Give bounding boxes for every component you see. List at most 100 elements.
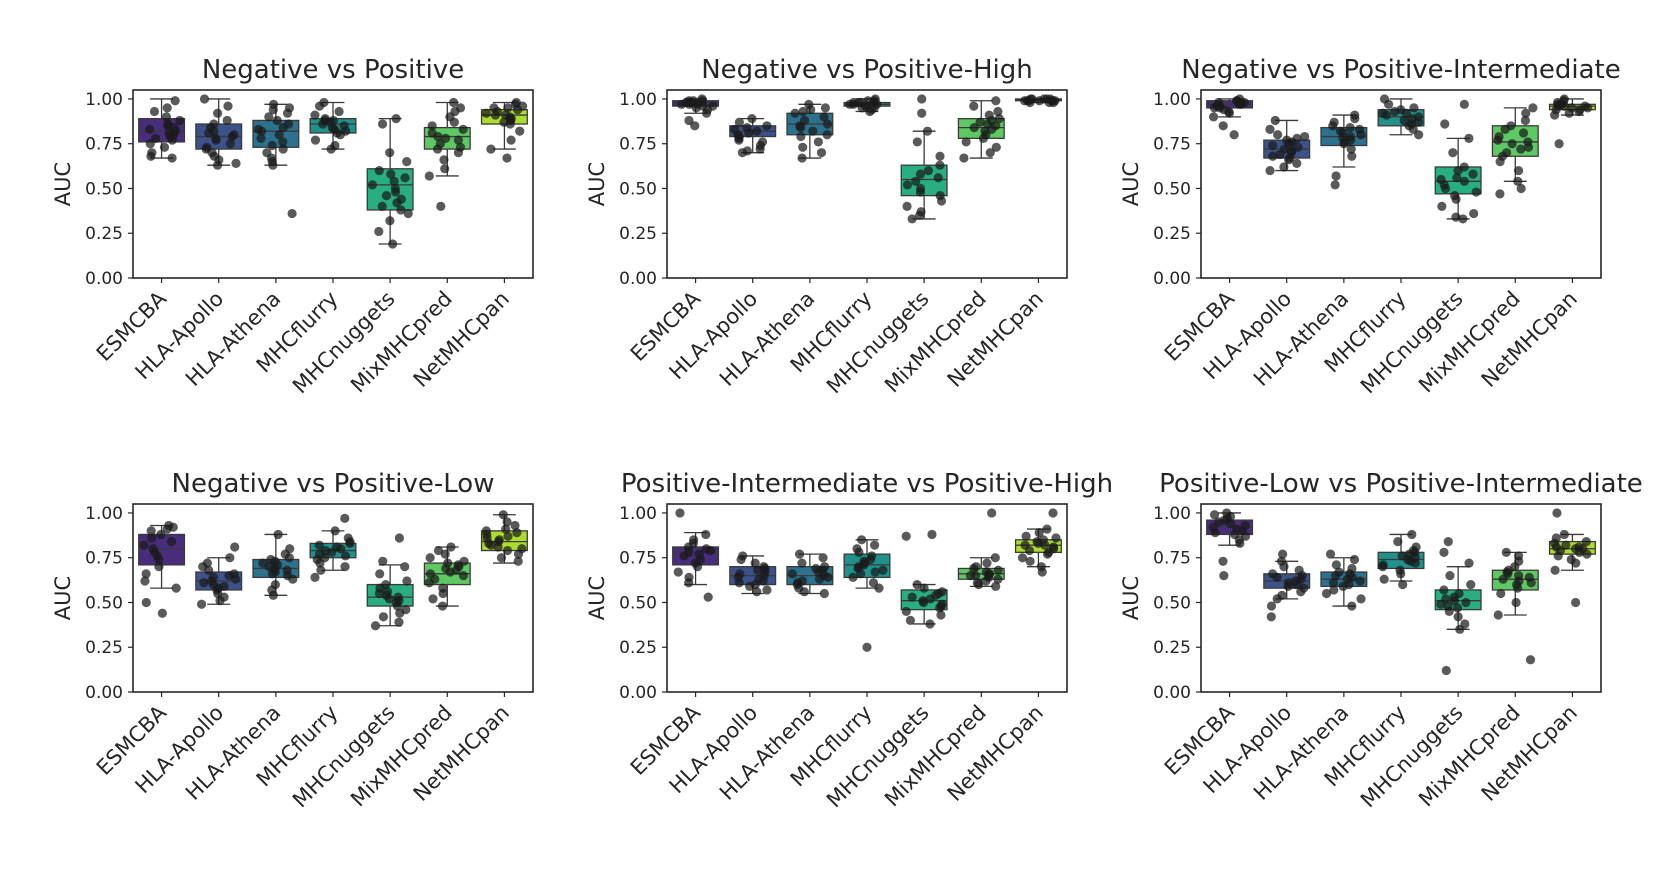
data-point (330, 526, 340, 536)
data-point (1347, 601, 1357, 611)
data-point (225, 553, 235, 563)
data-point (1224, 108, 1234, 118)
data-point (199, 94, 210, 104)
y-axis-label: AUC (585, 576, 609, 620)
data-point (1345, 123, 1355, 133)
panel-5: Positive-Intermediate vs Positive-High AU… (585, 469, 1113, 812)
data-point (705, 545, 716, 556)
data-point (985, 148, 995, 158)
data-point (230, 542, 240, 552)
data-point (1583, 103, 1593, 113)
data-point (396, 205, 406, 215)
data-point (935, 151, 945, 161)
data-point (1498, 574, 1508, 584)
data-point (400, 173, 410, 183)
data-point (820, 103, 830, 113)
data-point (987, 508, 997, 518)
data-point (1390, 106, 1400, 117)
data-point (1501, 547, 1511, 557)
data-point (1525, 655, 1536, 665)
panel-1: Negative vs Positive AUC 0.00 0.25 0.50 0.75 1… (51, 55, 534, 398)
data-point (794, 549, 805, 559)
data-point (1235, 538, 1245, 548)
data-point (272, 115, 282, 126)
data-point (268, 590, 278, 600)
data-point (822, 119, 833, 129)
data-point (1469, 208, 1479, 219)
data-point (424, 171, 434, 181)
data-point (918, 597, 929, 608)
data-point (211, 135, 221, 145)
data-point (1459, 99, 1469, 109)
data-point (1266, 612, 1276, 622)
data-point (1513, 583, 1523, 593)
data-point (510, 520, 520, 531)
data-point (169, 123, 179, 133)
data-point (870, 567, 880, 577)
data-point (1338, 581, 1348, 591)
data-point (927, 529, 937, 540)
data-point (1272, 594, 1282, 604)
data-point (1378, 562, 1388, 572)
data-point (822, 130, 832, 140)
panel-title: Negative vs Positive (202, 55, 464, 85)
data-point (432, 144, 443, 154)
data-point (1330, 180, 1340, 190)
data-point (1564, 108, 1574, 118)
data-point (1571, 597, 1581, 608)
data-point (755, 144, 765, 154)
data-point (902, 180, 913, 190)
data-point (1495, 157, 1505, 167)
y-tick-label: 0.50 (85, 179, 123, 199)
data-point (438, 588, 448, 599)
y-tick-label: 1.00 (1153, 504, 1191, 524)
data-point (310, 572, 320, 583)
y-tick-label: 0.00 (85, 269, 123, 289)
data-point (506, 135, 516, 145)
data-point (1581, 537, 1591, 547)
data-point (1048, 508, 1058, 518)
data-point (1574, 106, 1584, 117)
data-point (394, 617, 404, 627)
data-point (701, 108, 712, 118)
data-point (1329, 585, 1339, 595)
data-point (1451, 212, 1461, 222)
data-point (1440, 183, 1451, 194)
data-point (1034, 528, 1044, 538)
data-point (1350, 114, 1360, 124)
axes-frame (666, 503, 1068, 693)
data-point (175, 115, 185, 126)
data-point (1493, 135, 1503, 145)
data-point (1273, 130, 1283, 140)
data-point (747, 114, 757, 124)
data-point (736, 554, 746, 565)
data-point (157, 608, 167, 618)
data-point (1556, 99, 1567, 109)
data-point (1396, 569, 1406, 579)
data-point (501, 524, 511, 534)
data-point (374, 226, 384, 237)
data-point (490, 110, 501, 120)
data-point (933, 173, 943, 183)
data-point (673, 567, 683, 577)
data-point (385, 148, 395, 158)
data-point (154, 562, 164, 572)
data-point (762, 585, 772, 595)
data-point (1229, 130, 1239, 140)
data-point (1331, 560, 1341, 570)
data-point (758, 576, 768, 586)
data-point (139, 540, 149, 550)
data-point (278, 123, 288, 133)
data-point (314, 540, 324, 550)
data-point (915, 210, 925, 220)
data-point (512, 528, 522, 538)
data-point (402, 576, 412, 586)
data-point (146, 151, 156, 161)
data-point (1448, 148, 1458, 158)
data-point (156, 529, 166, 540)
data-point (848, 572, 858, 583)
data-point (1296, 587, 1306, 597)
data-point (268, 105, 278, 115)
data-point (1279, 162, 1289, 172)
y-tick-label: 0.75 (85, 135, 123, 155)
